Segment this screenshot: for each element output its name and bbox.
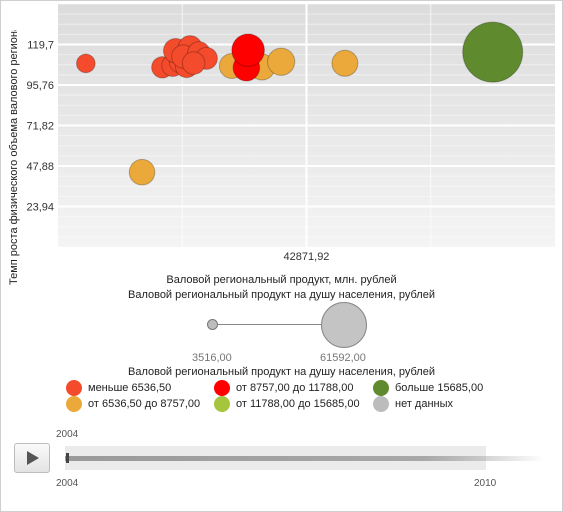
y-tick-label: 23,94 <box>26 202 54 214</box>
size-legend-line <box>214 324 344 325</box>
timeline-slider-handle[interactable] <box>66 453 69 463</box>
size-axis-label: Валовой региональный продукт на душу нас… <box>127 289 435 301</box>
legend-dot-orange <box>66 396 82 412</box>
legend-label: от 11788,00 до 15685,00 <box>236 398 360 410</box>
y-tick-label: 95,76 <box>26 80 54 92</box>
bubble-point[interactable] <box>331 49 359 77</box>
bubble-point[interactable] <box>231 33 265 68</box>
timeline-current-year: 2004 <box>56 429 79 440</box>
timeline-start-year: 2004 <box>56 478 79 489</box>
timeline-end-year: 2010 <box>474 478 497 489</box>
legend-dot-yellow-green <box>214 396 230 412</box>
size-legend: 3516,00 61592,00 <box>150 296 430 366</box>
legend-label: нет данных <box>395 398 454 410</box>
bubble-point[interactable] <box>181 51 206 75</box>
legend-label: меньше 6536,50 <box>88 382 172 394</box>
legend-dot-red <box>214 380 230 396</box>
bubble-point[interactable] <box>128 158 156 186</box>
y-tick-label: 119,7 <box>27 40 54 52</box>
legend-dot-green <box>373 380 389 396</box>
play-icon <box>27 451 39 465</box>
bubble-point[interactable] <box>267 47 296 76</box>
timeline-slider[interactable] <box>65 456 545 461</box>
color-legend-title: Валовой региональный продукт на душу нас… <box>127 366 435 378</box>
y-axis-label: Темп роста физического объема валового р… <box>8 30 20 285</box>
y-tick-label: 71,82 <box>26 121 54 133</box>
legend-dot-gray <box>373 396 389 412</box>
legend-label: больше 15685,00 <box>395 382 484 394</box>
x-tick-label: 42871,92 <box>284 251 330 263</box>
size-legend-min-bubble <box>207 319 218 330</box>
legend-dot-red-orange <box>66 380 82 396</box>
size-legend-max-bubble <box>321 302 367 348</box>
y-tick-label: 47,88 <box>26 161 54 173</box>
legend-label: от 8757,00 до 11788,00 <box>236 382 354 394</box>
legend-label: от 6536,50 до 8757,00 <box>88 398 201 410</box>
bubble-chart: 23,94 47,88 71,82 95,76 119,7 42871,92 <box>26 3 555 263</box>
bubble-point[interactable] <box>462 21 524 83</box>
bubble-point[interactable] <box>76 53 96 74</box>
x-axis-label: Валовой региональный продукт, млн. рубле… <box>166 274 397 286</box>
size-legend-min-value: 3516,00 <box>192 352 232 364</box>
size-legend-max-value: 61592,00 <box>320 352 366 364</box>
play-button[interactable] <box>14 443 50 473</box>
